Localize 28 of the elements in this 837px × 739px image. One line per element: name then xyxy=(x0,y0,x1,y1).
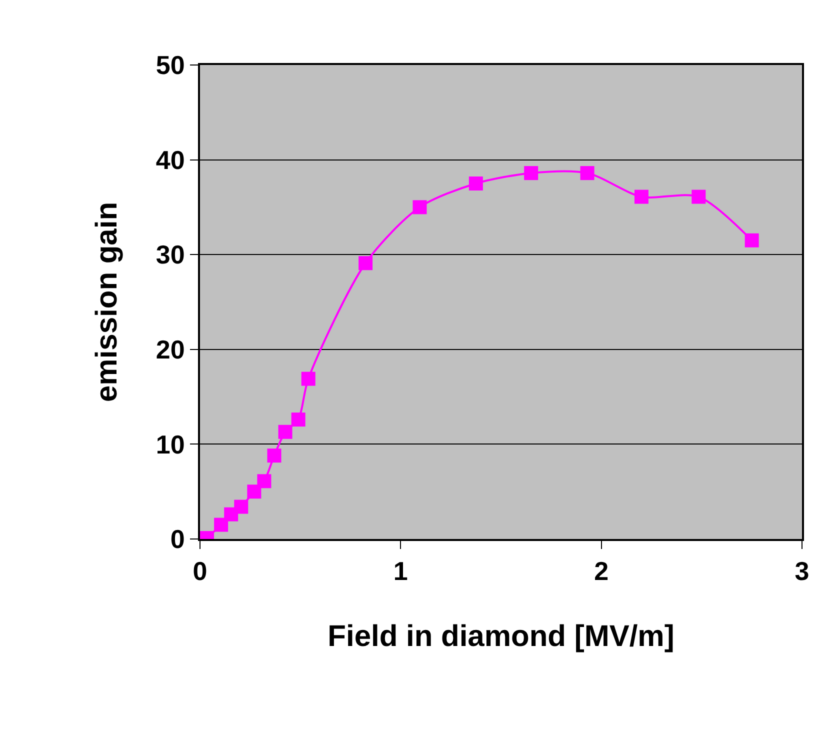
x-tick-label: 1 xyxy=(393,556,408,586)
point xyxy=(247,484,262,499)
y-tick-label: 10 xyxy=(156,429,185,460)
point xyxy=(291,412,306,427)
y-tick-label: 40 xyxy=(156,144,185,175)
y-axis-title: emission gain xyxy=(90,202,124,402)
y-tick-label: 50 xyxy=(156,50,185,80)
point xyxy=(412,200,427,214)
y-tick-label: 0 xyxy=(170,524,185,554)
x-tick-label: 3 xyxy=(794,556,810,586)
y-tick-label: 30 xyxy=(156,240,185,270)
point xyxy=(301,372,316,386)
point xyxy=(744,233,759,248)
x-tick-label: 0 xyxy=(192,556,208,586)
point xyxy=(524,166,538,180)
point xyxy=(468,176,483,190)
point xyxy=(234,500,248,514)
point xyxy=(692,190,706,204)
x-axis-title: Field in diamond [MV/m] xyxy=(328,620,674,654)
point xyxy=(358,256,373,270)
point xyxy=(214,518,228,532)
point xyxy=(267,448,282,463)
point xyxy=(580,166,594,180)
x-tick-label: 2 xyxy=(594,556,609,586)
y-tick-label: 20 xyxy=(156,334,185,364)
point xyxy=(634,190,648,204)
point xyxy=(278,424,292,439)
point xyxy=(257,474,272,488)
